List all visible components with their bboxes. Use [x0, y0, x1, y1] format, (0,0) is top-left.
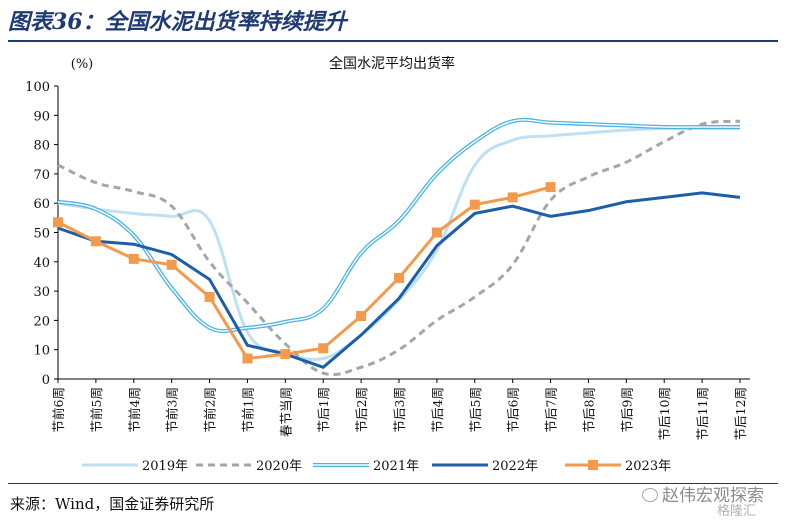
legend-item-2021年: 2021年 — [313, 459, 419, 474]
legend-label: 2019年 — [142, 459, 188, 474]
figure-title: 图表36：全国水泥出货率持续提升 — [8, 9, 347, 35]
legend-label: 2020年 — [256, 459, 302, 474]
y-tick-label: 80 — [33, 139, 50, 154]
x-tick-label: 节后12周 — [733, 387, 748, 440]
y-tick-label: 10 — [33, 344, 50, 359]
x-tick-label: 节后8周 — [581, 387, 596, 432]
chart-title: 全国水泥平均出货率 — [329, 55, 455, 72]
data-point — [128, 253, 139, 264]
data-point — [356, 311, 367, 322]
legend-item-2022年: 2022年 — [432, 459, 538, 474]
legend-marker — [588, 460, 598, 470]
legend-label: 2021年 — [373, 459, 419, 474]
series-2021年 — [57, 117, 740, 334]
series-2022年 — [57, 191, 741, 369]
data-point — [507, 192, 518, 203]
x-tick-label: 节前5周 — [89, 387, 104, 432]
x-tick-label: 节后11周 — [695, 387, 710, 440]
y-tick-label: 100 — [25, 80, 50, 95]
wechat-icon — [642, 488, 658, 502]
y-axis-unit: (%) — [71, 57, 94, 72]
series-line — [57, 185, 551, 361]
series-line — [57, 119, 741, 377]
data-point — [280, 349, 291, 360]
x-tick-label: 节后10周 — [657, 387, 672, 440]
x-tick-label: 春节当周 — [278, 387, 293, 437]
data-point — [431, 227, 442, 238]
data-point — [242, 353, 253, 364]
watermark: 赵伟宏观探索 — [642, 481, 764, 506]
series-layer — [53, 117, 741, 377]
data-point — [166, 259, 177, 270]
watermark-text: 赵伟宏观探索 — [662, 486, 764, 506]
x-tick-label: 节后5周 — [468, 387, 483, 432]
x-tick-label: 节后1周 — [316, 387, 331, 432]
series-2023年 — [53, 182, 556, 364]
y-tick-label: 60 — [33, 197, 50, 212]
series-line-inner — [57, 119, 740, 332]
x-tick-label: 节后7周 — [544, 387, 559, 432]
y-tick-label: 90 — [33, 109, 50, 124]
legend-item-2019年: 2019年 — [82, 459, 188, 474]
x-tick-label: 节后6周 — [506, 387, 521, 432]
x-tick-label: 节前6周 — [51, 387, 66, 432]
y-tick-label: 20 — [33, 314, 50, 329]
data-point — [394, 272, 404, 283]
series-line — [57, 191, 741, 369]
y-tick-label: 30 — [33, 285, 50, 300]
y-tick-label: 70 — [33, 168, 50, 183]
data-point — [53, 217, 63, 228]
data-point — [545, 182, 556, 193]
x-tick-label: 节前3周 — [165, 387, 180, 432]
source-note: 来源：Wind，国金证券研究所 — [10, 495, 215, 513]
y-tick-label: 50 — [33, 227, 50, 242]
data-point — [204, 291, 215, 302]
data-point — [318, 343, 329, 354]
data-point — [90, 236, 101, 247]
title-divider — [8, 40, 778, 42]
data-point — [469, 199, 480, 210]
x-tick-label: 节后3周 — [392, 387, 407, 432]
legend: 2019年 2020年 2021年 2022年 2023年 — [82, 459, 671, 474]
axes: 0 10 20 30 40 50 60 70 80 90 100 节前6周 节前5周 节前4周 节前3周 节前… — [25, 80, 750, 440]
chart-area: 全国水泥平均出货率 (%) 0 10 20 30 40 50 60 70 80 90 100 节前6周… — [25, 55, 750, 474]
series-line — [57, 126, 740, 362]
x-tick-label: 节后2周 — [354, 387, 369, 432]
x-tick-label: 节前1周 — [240, 387, 255, 432]
legend-label: 2022年 — [492, 459, 538, 474]
series-2019年 — [57, 126, 740, 362]
legend-item-2020年: 2020年 — [196, 459, 302, 474]
x-tick-label: 节前2周 — [203, 387, 218, 432]
footer-divider — [8, 483, 778, 484]
y-tick-label: 40 — [33, 256, 50, 271]
x-tick-label: 节后9周 — [619, 387, 634, 432]
x-tick-label: 节后4周 — [430, 387, 445, 432]
legend-label: 2023年 — [625, 459, 671, 474]
y-tick-label: 0 — [42, 373, 50, 388]
watermark-secondary: 格隆汇 — [716, 504, 756, 519]
series-2020年 — [57, 119, 741, 377]
legend-item-2023年: 2023年 — [565, 459, 671, 474]
x-tick-label: 节前4周 — [127, 387, 142, 432]
